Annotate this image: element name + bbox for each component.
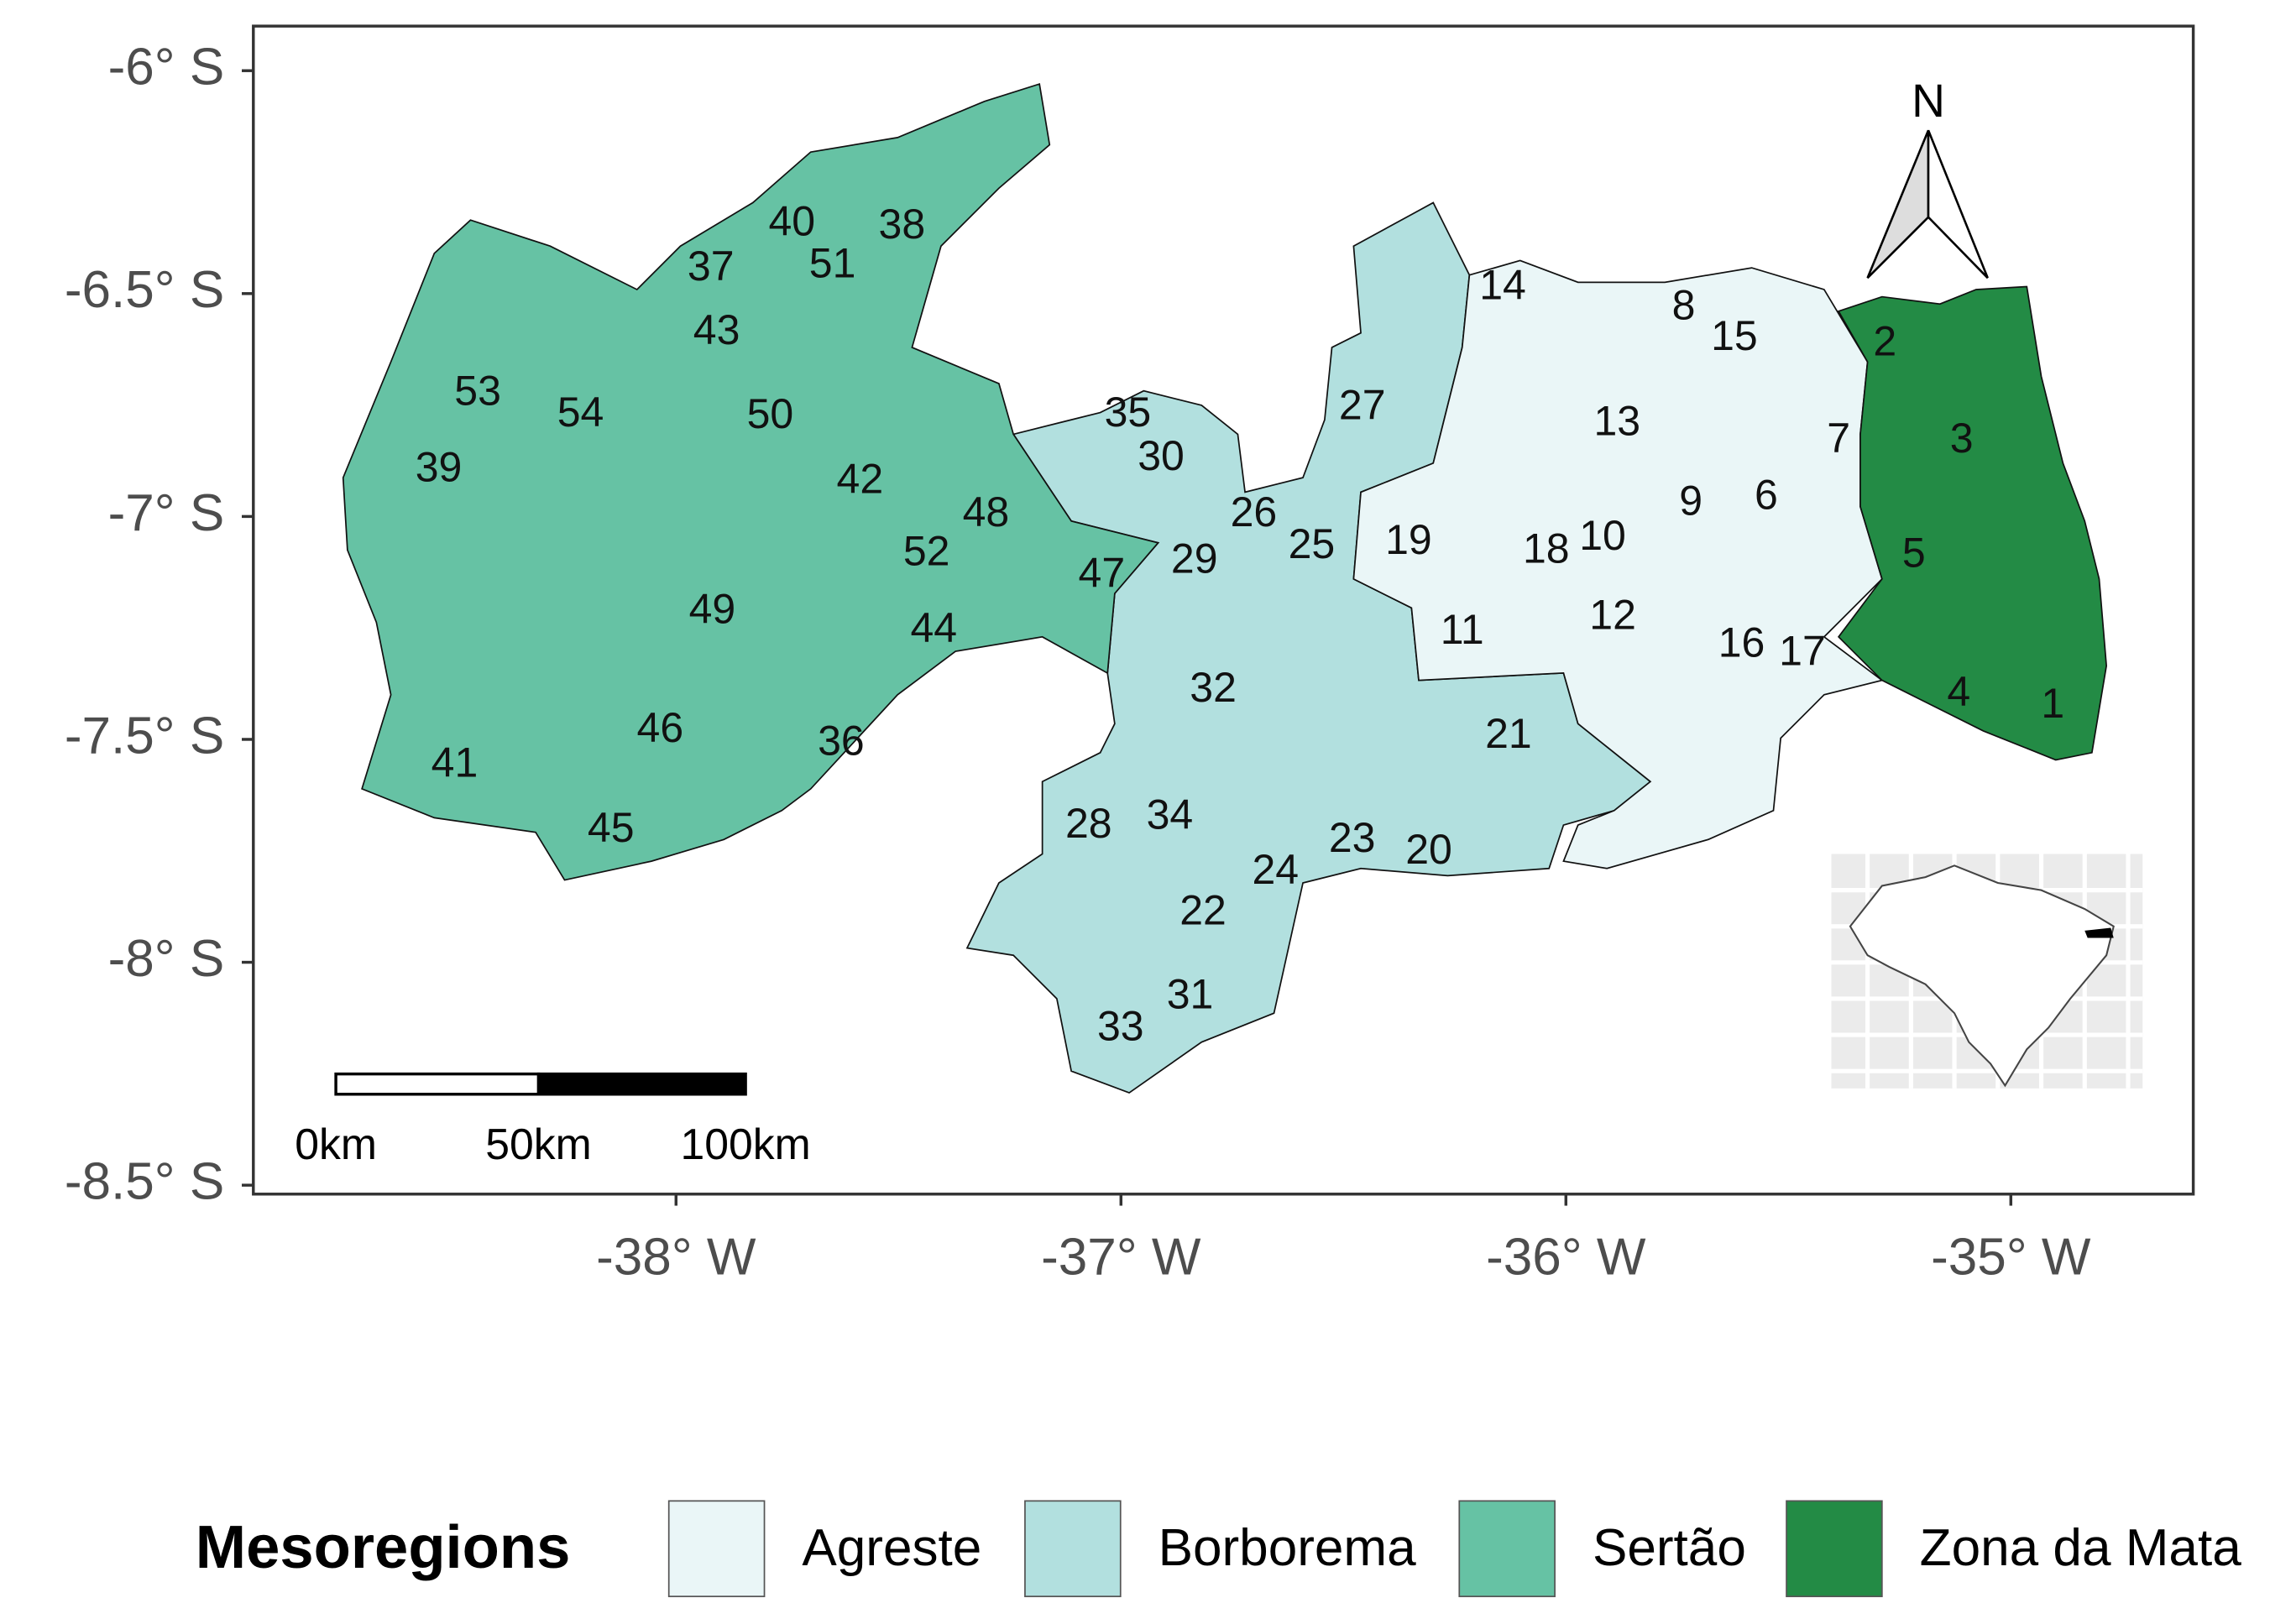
region-label: 47	[1079, 550, 1126, 597]
region-label: 46	[637, 704, 684, 751]
x-tick-label: -37° W	[1041, 1228, 1201, 1286]
region-label: 22	[1179, 886, 1227, 933]
legend-key	[667, 1500, 766, 1598]
y-tick-label: -7° S	[108, 484, 225, 542]
region-label: 14	[1479, 261, 1526, 308]
region-label: 35	[1105, 389, 1152, 436]
region-label: 15	[1711, 312, 1758, 359]
legend-key	[1024, 1500, 1122, 1598]
region-label: 44	[910, 604, 957, 651]
y-tick-label: -6° S	[108, 39, 225, 97]
region-label: 11	[1441, 606, 1484, 653]
region-label: 16	[1718, 619, 1765, 666]
region	[1352, 259, 1884, 869]
x-tick-label: -38° W	[596, 1228, 756, 1286]
north-arrow: N	[1866, 75, 1989, 279]
panel-border	[252, 24, 2195, 1196]
region-label: 52	[903, 528, 950, 575]
region-label: 45	[588, 804, 635, 851]
region-label: 8	[1672, 282, 1696, 329]
region-label: 28	[1065, 800, 1112, 847]
region-label: 9	[1679, 477, 1702, 524]
region-label: 26	[1231, 488, 1278, 535]
region-label: 20	[1405, 826, 1452, 873]
legend-title: Mesoregions	[196, 1513, 571, 1581]
region-label: 43	[693, 306, 740, 353]
x-tick-label: -35° W	[1931, 1228, 2091, 1286]
region-label: 3	[1950, 415, 1974, 462]
region-label: 21	[1485, 710, 1532, 757]
region-label: 17	[1779, 628, 1826, 675]
legend-label: Agreste	[802, 1519, 981, 1577]
region-label: 49	[689, 586, 736, 633]
region	[342, 82, 1160, 881]
region-label: 25	[1289, 520, 1336, 567]
region-label: 34	[1147, 791, 1194, 838]
region-label: 10	[1579, 512, 1626, 559]
region-label: 40	[768, 198, 815, 245]
region-label: 24	[1252, 846, 1299, 893]
region-label: 30	[1138, 432, 1185, 479]
north-label: N	[1912, 75, 1945, 127]
region-label: 1	[2041, 680, 2064, 727]
y-tick-label: -8° S	[108, 930, 225, 988]
scale-label: 0km	[295, 1120, 377, 1168]
region-label: 23	[1329, 814, 1376, 861]
region-label: 48	[963, 488, 1010, 535]
region-label: 38	[879, 201, 926, 248]
region-label: 53	[454, 367, 501, 414]
region-label: 36	[818, 718, 865, 765]
region-label: 32	[1190, 664, 1237, 711]
inset	[1831, 854, 2143, 1089]
x-tick-label: -36° W	[1486, 1228, 1646, 1286]
region-label: 51	[809, 240, 856, 287]
region-label: 54	[557, 389, 604, 436]
region-label: 5	[1902, 529, 1926, 576]
region-label: 6	[1755, 471, 1778, 518]
region-label: 39	[416, 444, 463, 491]
region-label: 12	[1589, 592, 1636, 639]
region-label: 19	[1385, 516, 1432, 563]
region-label: 4	[1947, 668, 1970, 715]
region-label: 27	[1339, 382, 1386, 429]
region-label: 2	[1873, 318, 1896, 365]
region-label: 37	[688, 243, 735, 290]
region-label: 41	[432, 739, 479, 786]
scale-bar: 0km 50km 100km	[295, 1072, 811, 1168]
region-label: 18	[1523, 525, 1570, 572]
scale-label: 50km	[485, 1120, 591, 1168]
y-tick-label: -7.5° S	[65, 707, 224, 765]
legend-key	[1786, 1500, 1883, 1598]
y-tick-label: -8.5° S	[65, 1153, 224, 1211]
y-tick-label: -6.5° S	[65, 261, 224, 319]
region	[1837, 285, 2108, 761]
region-label: 33	[1097, 1002, 1144, 1049]
region-label: 42	[837, 456, 884, 503]
legend-label: Zona da Mata	[1920, 1519, 2242, 1577]
legend-key	[1458, 1500, 1556, 1598]
region-label: 7	[1827, 415, 1850, 462]
region-label: 50	[747, 390, 794, 437]
legend-label: Sertão	[1593, 1519, 1746, 1577]
region-label: 31	[1167, 970, 1214, 1017]
region-label: 13	[1593, 398, 1640, 445]
scale-label: 100km	[680, 1120, 810, 1168]
region-label: 29	[1171, 535, 1218, 582]
legend-label: Borborema	[1159, 1519, 1417, 1577]
